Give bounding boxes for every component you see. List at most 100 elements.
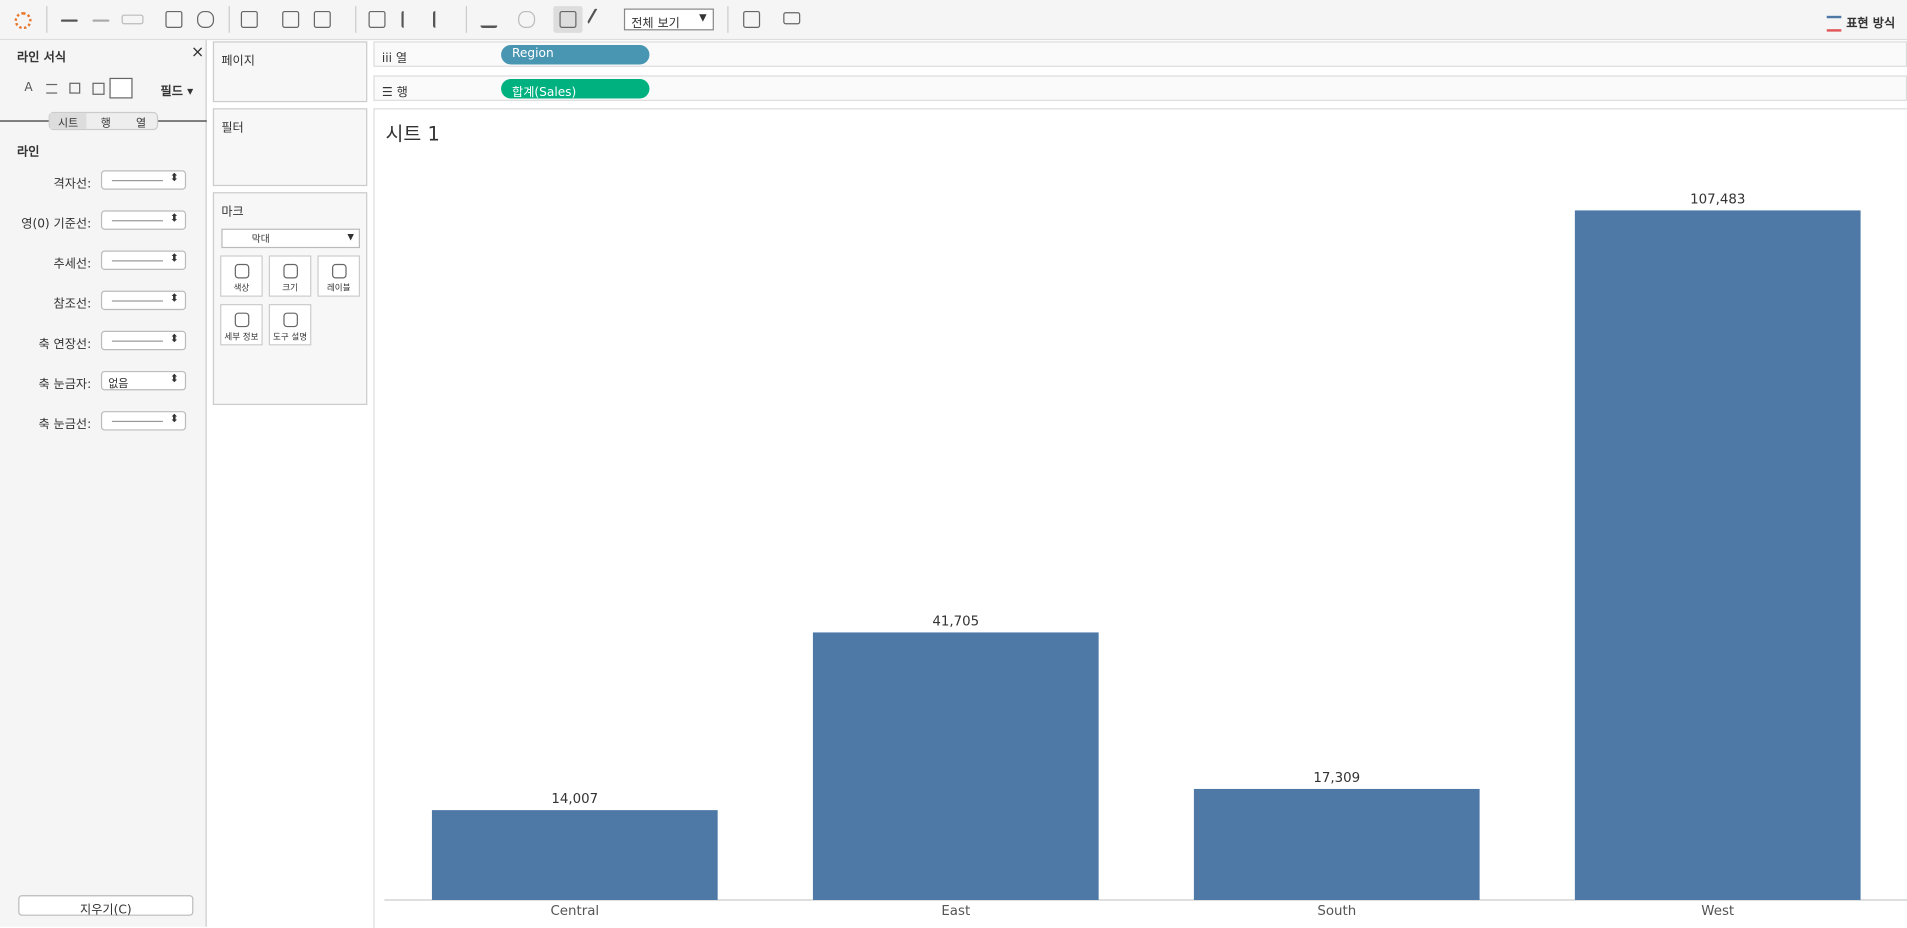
group[interactable] (518, 10, 536, 28)
spinner: ⬍ (169, 373, 179, 386)
pin[interactable] (586, 7, 610, 32)
x-tick-label: Central (550, 904, 599, 919)
card-title: 마크 (221, 205, 244, 219)
mark-icon (234, 263, 249, 279)
chart: 시트 1 14,007 Central 41,705 East 17,309 South 1… (373, 108, 1907, 928)
close-button[interactable]: × (190, 43, 205, 63)
clear-button[interactable]: 지우기(C) (18, 895, 194, 917)
line-sample (111, 420, 163, 423)
shelf-label-text: 열 (395, 52, 408, 66)
tabs: 시트 행 열 (48, 111, 159, 131)
dropdown-arrow: ▼ (699, 12, 707, 24)
undo[interactable] (60, 19, 78, 22)
font-icon[interactable]: A (24, 81, 33, 95)
mark-button[interactable]: 세부 정보 (220, 304, 263, 346)
format-panel: 라인 서식 × A 필드 ▾ 시트 행 열 라인 격자선: ⬍ 영(0) 기준선: ⬍… (0, 40, 207, 927)
pill[interactable]: 합계(Sales) (501, 79, 650, 100)
card-title: 페이지 (221, 54, 255, 69)
separator (46, 6, 48, 33)
sort-asc[interactable] (401, 10, 418, 28)
logo[interactable] (14, 12, 32, 30)
separator (355, 6, 357, 33)
line-control[interactable]: ⬍ (100, 210, 187, 230)
mark-button[interactable]: 레이블 (317, 255, 360, 297)
row-label: 영(0) 기준선: (21, 217, 92, 232)
fields-button[interactable]: 필드 ▾ (160, 85, 194, 99)
separator (727, 6, 729, 33)
row-label: 축 눈금자: (38, 378, 92, 392)
tab[interactable]: 시트 (49, 113, 87, 130)
forward[interactable] (121, 14, 144, 25)
line-control[interactable]: ⬍ (100, 250, 187, 270)
swap[interactable] (368, 10, 386, 28)
borders-icon[interactable] (92, 82, 105, 95)
mark-button-label: 세부 정보 (224, 332, 259, 342)
toolbar: 전체 보기 ▼ 표현 방식 (0, 0, 1907, 41)
chart-title: 시트 1 (386, 122, 440, 145)
align-icon[interactable] (46, 83, 58, 94)
pages-card: 페이지 (212, 41, 368, 103)
spinner: ⬍ (169, 293, 179, 306)
shading-icon[interactable] (69, 82, 81, 94)
mark-type[interactable]: 막대 ▼ (221, 228, 360, 249)
value-label: 17,309 (1313, 771, 1360, 786)
bar (431, 810, 718, 900)
line-control[interactable]: ⬍ (100, 330, 187, 351)
mark-button[interactable]: 도구 설명 (268, 304, 312, 346)
show-me-icon (1826, 15, 1842, 32)
line-control[interactable]: ⬍ (100, 411, 187, 431)
mark-button[interactable]: 색상 (220, 255, 263, 297)
mark-button-label: 도구 설명 (273, 332, 308, 342)
cards-toggle[interactable] (743, 10, 761, 28)
presentation[interactable] (783, 12, 801, 25)
clear-sheet[interactable] (313, 10, 331, 28)
lines-icon[interactable] (109, 77, 133, 99)
new-data-source[interactable] (197, 10, 215, 28)
rows-shelf: ☰ 행 합계(Sales) (373, 75, 1907, 101)
bar (1574, 210, 1861, 900)
control-value: 없음 (108, 378, 129, 391)
fields-text: 필드 (160, 85, 183, 99)
tab[interactable]: 열 (136, 117, 147, 131)
shelf-label-text: 행 (396, 86, 408, 100)
view-mode[interactable]: 전체 보기 ▼ (623, 8, 714, 31)
section-title: 라인 (17, 145, 40, 160)
new-worksheet[interactable] (240, 10, 258, 28)
line-sample (111, 220, 163, 222)
line-control[interactable]: ⬍ (100, 170, 187, 190)
shelf-label: ☰ 행 (381, 86, 408, 100)
line-control[interactable]: ⬍ (100, 290, 187, 311)
mark-button-label: 크기 (282, 283, 298, 294)
labels-toggle[interactable] (553, 6, 583, 33)
value-label: 41,705 (932, 614, 979, 629)
labels-icon (559, 10, 577, 28)
line-sample (111, 340, 163, 342)
mark-button-label: 레이블 (326, 283, 351, 294)
mark-button[interactable]: 크기 (268, 255, 312, 297)
x-tick-label: West (1701, 904, 1734, 919)
spinner: ⬍ (169, 333, 179, 346)
line-sample (111, 300, 163, 302)
dropdown-arrow: ▼ (347, 232, 354, 243)
save[interactable] (165, 10, 183, 28)
value-label: 107,483 (1690, 192, 1745, 207)
highlight[interactable] (480, 11, 498, 28)
bar (1193, 788, 1480, 900)
row-label: 격자선: (53, 177, 92, 191)
x-tick-label: South (1317, 904, 1356, 919)
show-me[interactable]: 표현 방식 (1826, 12, 1895, 32)
columns-shelf: iii 열 Region (373, 41, 1907, 67)
pill[interactable]: Region (501, 44, 650, 65)
card-title: 필터 (221, 121, 244, 135)
tab[interactable]: 행 (100, 117, 111, 131)
spinner: ⬍ (169, 212, 179, 225)
redo[interactable] (92, 19, 110, 22)
sort-desc[interactable] (432, 10, 450, 28)
mark-type-text: 막대 (251, 233, 270, 245)
line-control[interactable]: 없음 ⬍ (100, 370, 187, 391)
duplicate[interactable] (282, 10, 300, 28)
